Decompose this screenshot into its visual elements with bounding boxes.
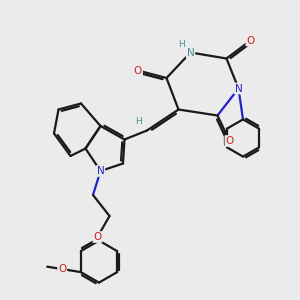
Text: O: O	[225, 136, 234, 146]
Text: O: O	[246, 35, 255, 46]
Text: H: H	[178, 40, 185, 49]
Text: N: N	[97, 166, 104, 176]
Text: H: H	[135, 117, 142, 126]
Text: O: O	[58, 264, 66, 274]
Text: N: N	[187, 47, 194, 58]
Text: N: N	[235, 83, 242, 94]
Text: O: O	[93, 232, 102, 242]
Text: O: O	[134, 65, 142, 76]
